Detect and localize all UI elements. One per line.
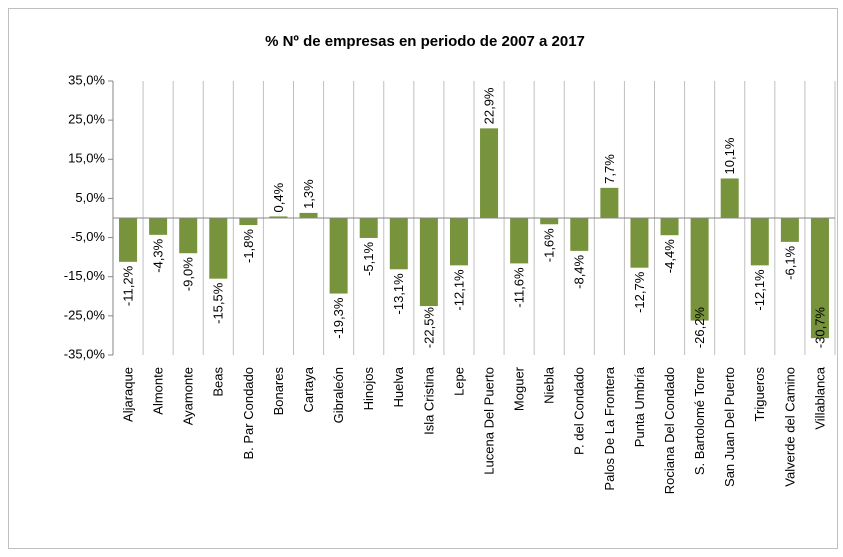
data-label: -5,1%: [361, 242, 376, 276]
x-tick-label: Ayamonte: [181, 367, 196, 425]
bar: [630, 218, 649, 268]
bar: [119, 218, 138, 262]
data-label: -30,7%: [812, 307, 827, 349]
data-label: -12,7%: [632, 271, 647, 313]
x-tick-label: Villablanca: [812, 366, 827, 429]
chart-title: % Nº de empresas en periodo de 2007 a 20…: [265, 33, 585, 50]
x-tick-label: Valverde del Camino: [782, 367, 797, 487]
bar: [209, 218, 228, 279]
bar: [389, 218, 408, 270]
x-tick-label: Hinojos: [361, 367, 376, 411]
y-tick-label: -35,0%: [64, 346, 106, 361]
x-tick-label: Punta Umbría: [632, 366, 647, 447]
y-tick-label: -15,0%: [64, 268, 106, 283]
x-tick-label: Gibraleón: [331, 367, 346, 423]
x-tick-label: Trigueros: [752, 367, 767, 422]
x-tick-label: Bonares: [271, 367, 286, 416]
x-tick-label: Beas: [211, 367, 226, 397]
y-tick-label: 15,0%: [68, 151, 105, 166]
data-label: 0,4%: [271, 182, 286, 212]
x-tick-label: Huelva: [391, 366, 406, 407]
x-tick-label: Almonte: [151, 367, 166, 415]
data-label: 1,3%: [301, 179, 316, 209]
x-tick-label: Isla Cristina: [421, 366, 436, 435]
data-label: -4,3%: [151, 238, 166, 272]
data-label: -9,0%: [181, 257, 196, 291]
data-label: -6,1%: [782, 245, 797, 279]
data-label: -19,3%: [331, 297, 346, 339]
bar: [750, 218, 769, 266]
data-label: 10,1%: [722, 137, 737, 174]
bar: [299, 212, 318, 218]
data-label: -26,2%: [692, 307, 707, 349]
bar: [660, 218, 679, 236]
data-label: -22,5%: [421, 307, 436, 349]
bar: [149, 218, 168, 235]
bar: [419, 218, 438, 307]
bar: [239, 218, 258, 226]
x-tick-label: Lucena Del Puerto: [481, 367, 496, 475]
bar: [449, 218, 468, 266]
data-label: -11,6%: [512, 267, 527, 308]
data-label: -8,4%: [572, 254, 587, 288]
y-tick-label: 35,0%: [68, 72, 105, 87]
data-label: -1,6%: [542, 228, 557, 262]
bar: [570, 218, 589, 251]
data-label: 7,7%: [602, 154, 617, 184]
y-tick-label: 5,0%: [75, 190, 105, 205]
bar: [690, 218, 709, 321]
bar: [359, 218, 378, 238]
data-label: 22,9%: [481, 87, 496, 124]
x-tick-label: Aljaraque: [120, 367, 135, 422]
data-label: -11,2%: [120, 265, 135, 306]
x-tick-label: B. Par Condado: [241, 367, 256, 460]
x-tick-label: San Juan Del Puerto: [722, 367, 737, 487]
x-tick-label: P. del Condado: [572, 367, 587, 455]
x-tick-label: Rociana Del Condado: [662, 367, 677, 494]
x-tick-label: Cartaya: [301, 366, 316, 412]
y-tick-label: 25,0%: [68, 112, 105, 127]
x-tick-label: S. Bartolomé Torre: [692, 367, 707, 475]
x-tick-label: Niebla: [542, 366, 557, 404]
bar: [810, 218, 829, 339]
bar: [510, 218, 529, 264]
bar: [269, 216, 288, 218]
data-label: -12,1%: [451, 269, 466, 311]
x-tick-label: Palos De La Frontera: [602, 366, 617, 490]
bar: [600, 187, 619, 218]
x-tick-label: Moguer: [512, 366, 527, 411]
bar: [780, 218, 799, 242]
y-tick-label: -5,0%: [71, 229, 105, 244]
data-label: -4,4%: [662, 239, 677, 273]
bar: [720, 178, 739, 218]
x-tick-label: Lepe: [451, 367, 466, 396]
y-tick-label: -25,0%: [64, 307, 106, 322]
bar: [480, 128, 499, 218]
data-label: -1,8%: [241, 229, 256, 263]
bar: [329, 218, 348, 294]
data-label: -12,1%: [752, 269, 767, 311]
data-label: -15,5%: [211, 282, 226, 324]
bar: [179, 218, 198, 254]
data-label: -13,1%: [391, 273, 406, 315]
bar: [540, 218, 559, 225]
